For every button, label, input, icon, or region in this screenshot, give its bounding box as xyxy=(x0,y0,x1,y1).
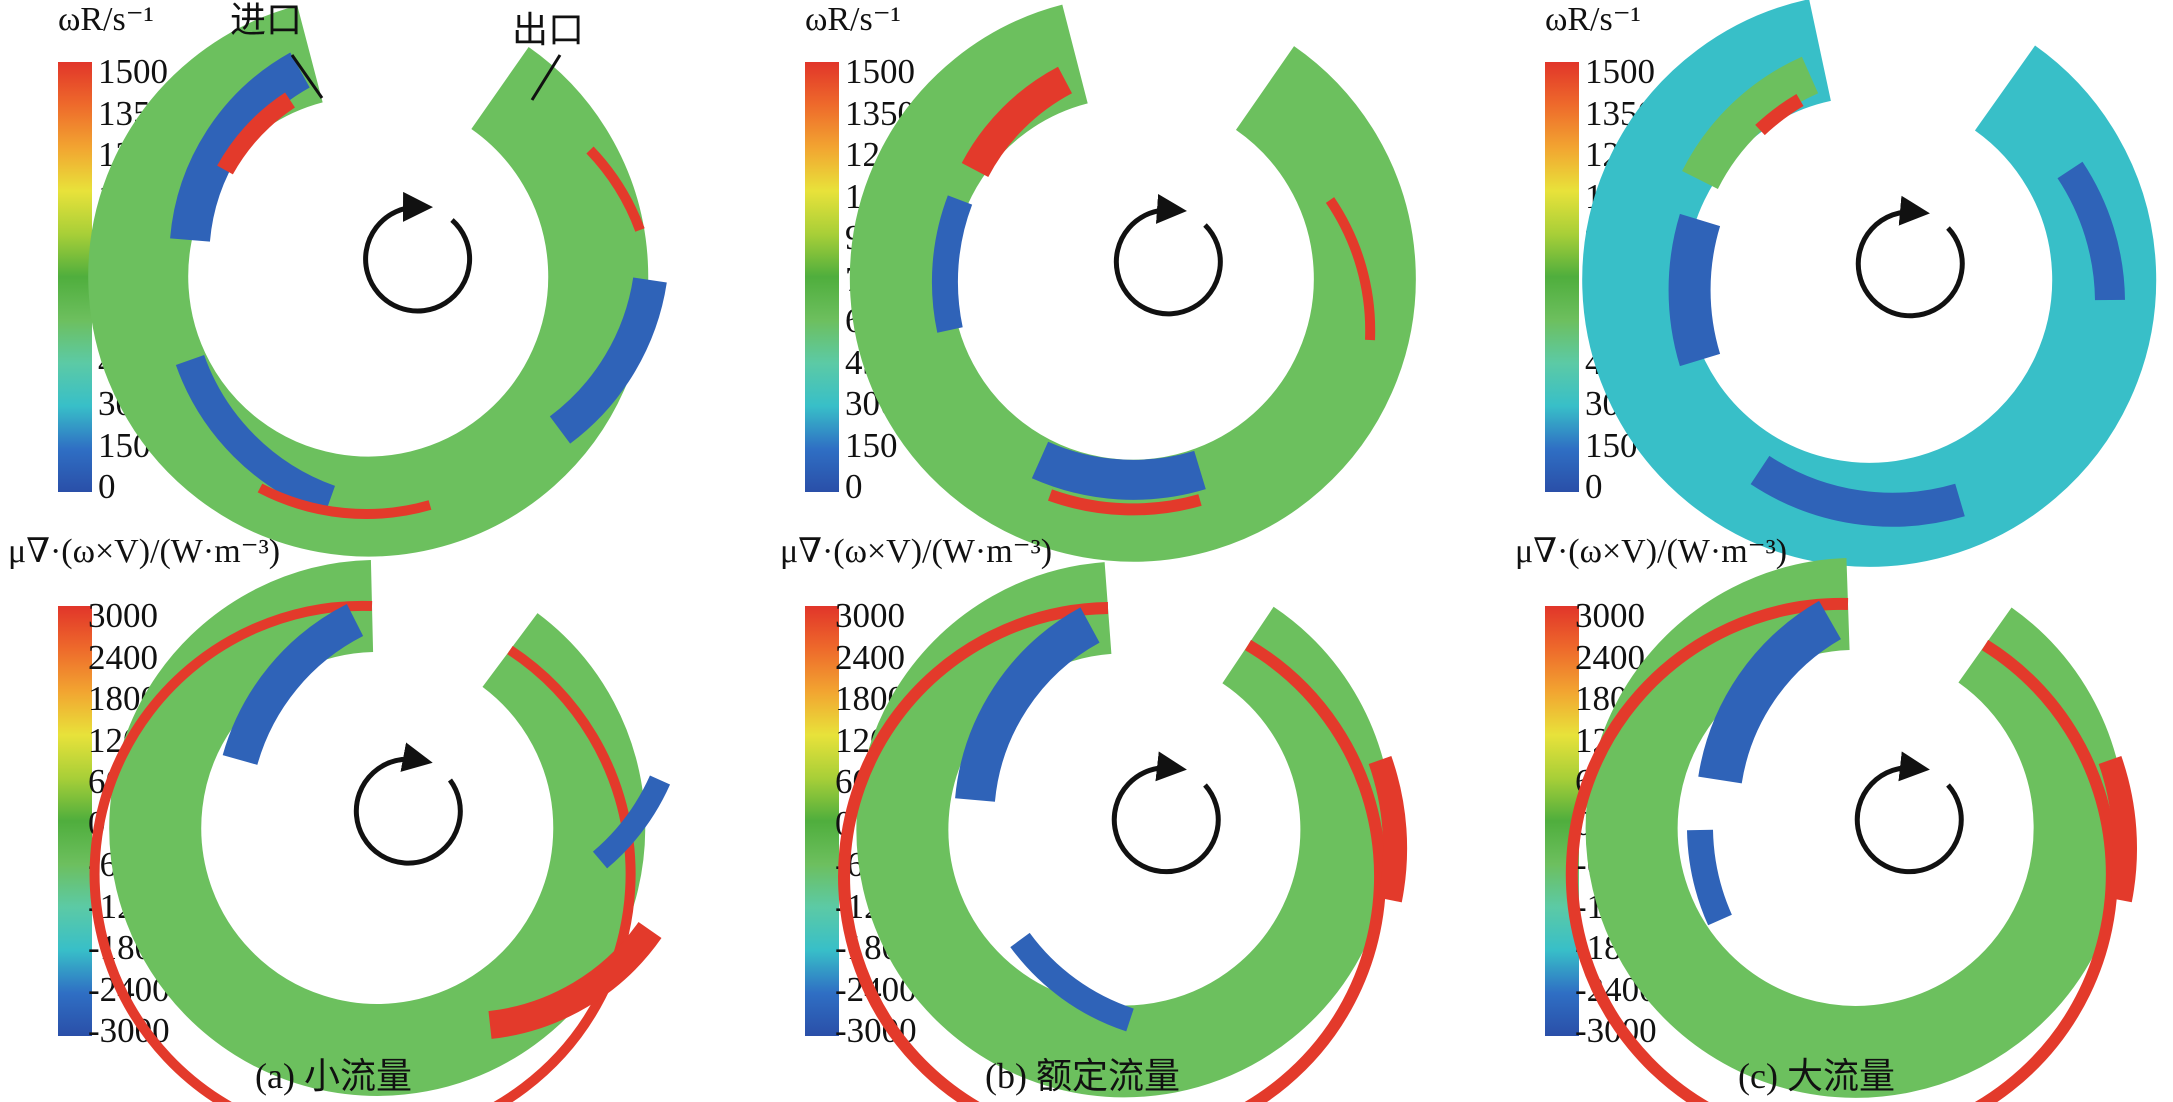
tick-label: 0 xyxy=(98,467,116,506)
panel-c: ωR/s⁻¹ 1500 1350 1200 1050 900 750 600 4… xyxy=(1515,0,2157,1102)
ring-blue-band xyxy=(1698,600,1842,784)
ring-blue-band xyxy=(549,277,667,444)
panel-caption: (c) 大流量 xyxy=(1738,1056,1895,1096)
tick-label: 1500 xyxy=(1585,52,1655,91)
vorticity-contour-ring xyxy=(88,5,667,557)
ring-blue-band xyxy=(170,52,310,243)
ring-red-edge xyxy=(1565,597,2118,1102)
inlet-label: 进口 xyxy=(230,0,302,40)
tick-label: 1500 xyxy=(98,52,168,91)
ring-red-band xyxy=(961,66,1073,178)
ring-red-band xyxy=(488,921,662,1039)
bottom-colorbar-title: μ∇·(ω×V)/(W·m⁻³) xyxy=(1515,533,1787,570)
panel-caption: (a) 小流量 xyxy=(255,1056,412,1096)
ring-blue-band xyxy=(931,195,973,333)
tick-label: 1500 xyxy=(845,52,915,91)
ring-blue-band xyxy=(1668,213,1721,367)
tick-label: 3000 xyxy=(88,596,158,635)
rotation-arrow-icon xyxy=(1111,751,1221,875)
inlet-leader-line xyxy=(290,54,324,99)
outlet-label: 出口 xyxy=(512,10,584,50)
top-colorbar-title: ωR/s⁻¹ xyxy=(1545,1,1641,38)
ring-red-band xyxy=(1755,93,1804,136)
ring-blue-band xyxy=(1031,441,1206,500)
ring-blue-band xyxy=(1687,829,1732,926)
power-colorbar xyxy=(58,606,92,1036)
panel-b: ωR/s⁻¹ 1500 1350 1200 1050 900 750 600 4… xyxy=(780,1,1416,1102)
ring-blue-band xyxy=(1750,455,1965,527)
ring-base xyxy=(1585,558,2126,1098)
tick-label: 2400 xyxy=(835,638,905,677)
ring-green-band xyxy=(1682,56,1819,190)
tick-label: 0 xyxy=(1585,467,1603,506)
rotation-arrow-icon xyxy=(1855,195,1965,319)
power-contour-ring xyxy=(89,560,671,1102)
ring-base xyxy=(109,560,646,1096)
rotation-arrow-icon xyxy=(353,742,463,866)
ring-blue-band xyxy=(2057,161,2125,301)
ring-red-band xyxy=(1368,756,1408,903)
tick-label: 150 xyxy=(845,426,898,465)
panel-caption: (b) 额定流量 xyxy=(985,1056,1180,1096)
tick-label: 3000 xyxy=(835,596,905,635)
tick-label: 2400 xyxy=(1575,638,1645,677)
vorticity-colorbar xyxy=(58,62,92,492)
ring-blue-band xyxy=(222,603,364,766)
ring-red-edge xyxy=(89,600,636,1102)
vorticity-colorbar xyxy=(1545,62,1579,492)
tick-label: 0 xyxy=(845,467,863,506)
ring-red-band xyxy=(586,146,645,232)
ring-red-band xyxy=(1047,489,1202,516)
top-colorbar-title: ωR/s⁻¹ xyxy=(58,1,154,38)
outlet-leader-line xyxy=(530,54,562,101)
ring-red-band xyxy=(2098,756,2138,903)
bottom-colorbar-title: μ∇·(ω×V)/(W·m⁻³) xyxy=(8,533,280,570)
ring-blue-band xyxy=(1010,932,1134,1032)
tick-label: 3000 xyxy=(1575,596,1645,635)
panel-a: ωR/s⁻¹ 1500 1350 1200 1050 900 750 600 4… xyxy=(8,0,671,1102)
ring-base xyxy=(849,4,1416,562)
ring-red-band xyxy=(1325,197,1376,341)
bottom-colorbar-title: μ∇·(ω×V)/(W·m⁻³) xyxy=(780,533,1052,570)
vorticity-contour-ring xyxy=(849,4,1416,562)
ring-blue-band xyxy=(592,775,671,869)
ring-blue-band xyxy=(955,607,1100,803)
power-contour-ring xyxy=(1565,558,2138,1102)
tick-label: 2400 xyxy=(88,638,158,677)
ring-red-band xyxy=(217,92,296,175)
rotation-arrow-icon xyxy=(1854,751,1964,875)
rotation-arrow-icon xyxy=(1113,194,1223,317)
ring-blue-band xyxy=(175,354,336,515)
ring-red-edge xyxy=(838,602,1386,1102)
vorticity-contour-ring xyxy=(1582,0,2157,567)
power-contour-ring xyxy=(838,562,1408,1102)
top-colorbar-title: ωR/s⁻¹ xyxy=(805,1,901,38)
power-colorbar xyxy=(805,606,839,1036)
rotation-arrow-icon xyxy=(363,191,473,314)
vorticity-colorbar xyxy=(805,62,839,492)
ring-base xyxy=(856,562,1393,1098)
ring-red-band xyxy=(257,483,432,520)
